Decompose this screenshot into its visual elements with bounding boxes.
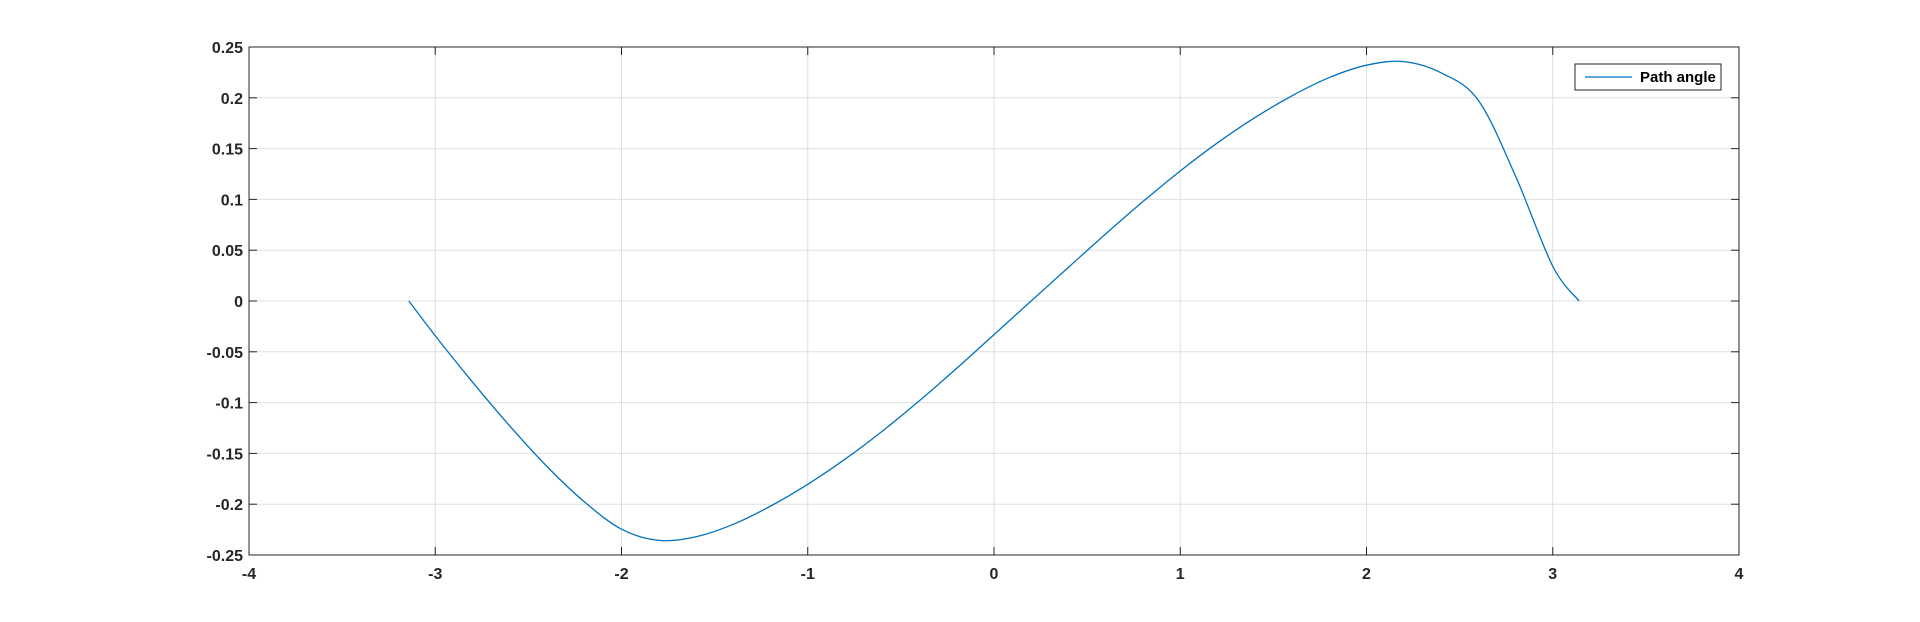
y-tick-label: -0.25 bbox=[207, 548, 244, 565]
series-line-path-angle bbox=[408, 60, 1580, 542]
legend-label: Path angle bbox=[1640, 69, 1716, 86]
tick-marks bbox=[248, 46, 1740, 556]
x-tick-label: 0 bbox=[990, 566, 999, 583]
y-tick-label: 0.1 bbox=[221, 192, 243, 209]
x-tick-label: -3 bbox=[428, 566, 442, 583]
y-tick-label: 0.2 bbox=[221, 91, 243, 108]
legend[interactable]: Path angle bbox=[1574, 63, 1722, 91]
y-tick-label: -0.15 bbox=[207, 446, 244, 463]
x-tick-label: 1 bbox=[1176, 566, 1185, 583]
x-tick-label: 2 bbox=[1362, 566, 1371, 583]
grid-lines bbox=[249, 47, 1739, 555]
x-tick-label: 3 bbox=[1548, 566, 1557, 583]
y-tick-label: -0.1 bbox=[215, 396, 243, 413]
y-tick-label: -0.05 bbox=[207, 345, 244, 362]
y-tick-label: 0.15 bbox=[212, 142, 243, 159]
y-tick-label: 0.05 bbox=[212, 243, 243, 260]
x-tick-label: 4 bbox=[1735, 566, 1744, 583]
x-tick-label: -2 bbox=[614, 566, 628, 583]
y-tick-label: 0.25 bbox=[212, 40, 243, 57]
y-tick-label: 0 bbox=[234, 294, 243, 311]
series-layer bbox=[408, 60, 1580, 542]
x-tick-label: -1 bbox=[801, 566, 815, 583]
y-tick-labels: -0.25 -0.2 -0.15 -0.1 -0.05 0 0.05 0.1 0.15 0.2 0.… bbox=[207, 40, 244, 565]
y-tick-label: -0.2 bbox=[215, 497, 243, 514]
x-tick-labels: -4 -3 -2 -1 0 1 2 3 4 bbox=[242, 566, 1744, 583]
x-tick-label: -4 bbox=[242, 566, 256, 583]
